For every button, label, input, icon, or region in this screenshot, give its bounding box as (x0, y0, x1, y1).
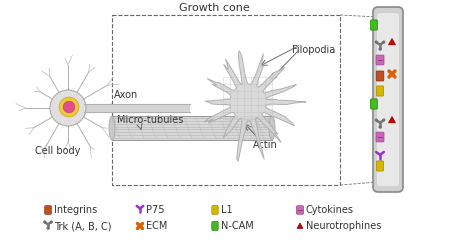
FancyBboxPatch shape (376, 132, 384, 142)
Circle shape (44, 221, 46, 223)
Text: Neurotrophines: Neurotrophines (306, 221, 382, 231)
Text: Cytokines: Cytokines (306, 205, 354, 215)
Polygon shape (84, 104, 190, 112)
Polygon shape (389, 38, 395, 45)
Circle shape (375, 119, 377, 121)
FancyBboxPatch shape (370, 99, 378, 109)
Circle shape (50, 221, 53, 223)
Polygon shape (112, 116, 272, 140)
Text: N-CAM: N-CAM (221, 221, 254, 231)
FancyBboxPatch shape (376, 55, 384, 65)
FancyBboxPatch shape (212, 221, 218, 231)
Circle shape (375, 41, 377, 43)
Circle shape (383, 119, 385, 121)
Circle shape (379, 48, 381, 50)
Polygon shape (204, 51, 306, 161)
Text: Cell body: Cell body (35, 146, 81, 156)
Text: Micro-tubules: Micro-tubules (117, 115, 183, 125)
Text: Actin: Actin (253, 140, 278, 150)
FancyBboxPatch shape (45, 206, 51, 214)
Circle shape (50, 90, 86, 126)
FancyBboxPatch shape (212, 206, 218, 214)
Circle shape (47, 227, 49, 229)
Text: Axon: Axon (114, 90, 138, 100)
FancyBboxPatch shape (376, 86, 383, 96)
Text: Integrins: Integrins (54, 205, 97, 215)
Circle shape (63, 101, 75, 113)
Circle shape (379, 126, 381, 128)
Ellipse shape (269, 116, 275, 140)
Polygon shape (297, 223, 303, 228)
Ellipse shape (109, 116, 115, 140)
Text: Trk (A, B, C): Trk (A, B, C) (54, 221, 111, 231)
Circle shape (59, 97, 79, 117)
FancyBboxPatch shape (377, 13, 399, 186)
FancyBboxPatch shape (297, 206, 303, 214)
Text: L1: L1 (221, 205, 233, 215)
FancyBboxPatch shape (370, 20, 378, 30)
Text: Filopodia: Filopodia (292, 45, 335, 55)
Circle shape (383, 41, 385, 43)
Text: Growth cone: Growth cone (179, 3, 250, 13)
Polygon shape (389, 117, 395, 123)
FancyBboxPatch shape (373, 7, 403, 192)
Bar (112, 15, 340, 185)
Text: P75: P75 (146, 205, 164, 215)
Text: ECM: ECM (146, 221, 167, 231)
FancyBboxPatch shape (376, 71, 384, 81)
FancyBboxPatch shape (376, 161, 383, 171)
